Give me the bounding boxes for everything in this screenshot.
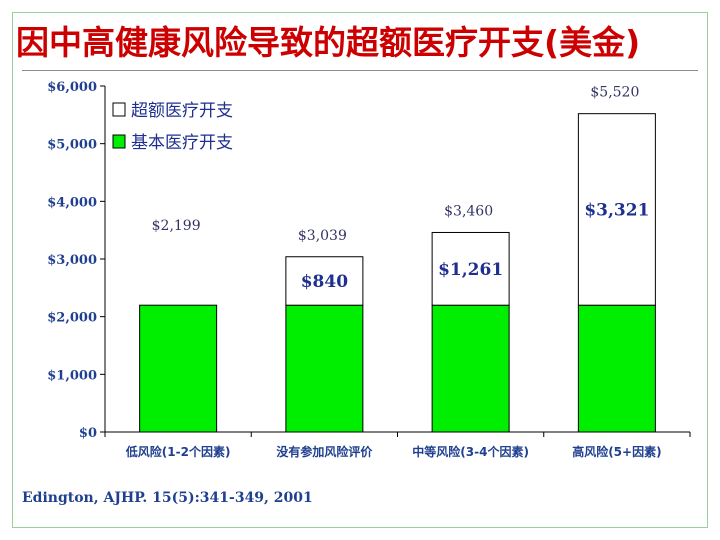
bar-base-segment	[285, 304, 364, 433]
y-tick-label: $1,000	[47, 368, 97, 383]
total-value-label: $3,039	[298, 228, 347, 244]
excess-value-label: $3,321	[584, 200, 649, 220]
bar-excess-segment	[285, 256, 364, 306]
y-tick-label: $0	[79, 426, 97, 441]
legend-swatch	[112, 102, 126, 117]
total-value-label: $5,520	[590, 85, 639, 101]
total-value-label: $3,460	[444, 203, 493, 219]
y-tick-label: $5,000	[47, 138, 97, 153]
bar-base-segment	[139, 304, 218, 433]
bar-excess-segment	[431, 231, 510, 306]
x-category-label: 没有参加风险评价	[276, 444, 373, 459]
x-category-label: 中等风险(3-4个因素)	[412, 444, 529, 459]
slide-title: 因中高健康风险导致的超额医疗开支(美金)	[16, 23, 641, 62]
y-tick-label: $6,000	[47, 80, 97, 95]
y-tick-label: $2,000	[47, 311, 97, 326]
legend-label: 基本医疗开支	[131, 133, 233, 153]
bar-base-segment	[577, 304, 656, 433]
bar-excess-segment	[577, 113, 656, 306]
legend-swatch	[112, 134, 126, 149]
x-category-label: 低风险(1-2个因素)	[125, 444, 231, 459]
x-category-label: 高风险(5+因素)	[572, 444, 661, 459]
total-value-label: $2,199	[152, 218, 201, 234]
y-tick-label: $4,000	[47, 195, 97, 210]
source-citation: Edington, AJHP. 15(5):341-349, 2001	[22, 490, 313, 506]
bar-base-segment	[431, 304, 510, 433]
excess-value-label: $840	[301, 272, 348, 292]
slide-frame	[12, 12, 708, 528]
legend-label: 超额医疗开支	[131, 101, 233, 121]
excess-value-label: $1,261	[438, 260, 503, 280]
y-tick-label: $3,000	[47, 253, 97, 268]
title-divider	[22, 70, 698, 71]
